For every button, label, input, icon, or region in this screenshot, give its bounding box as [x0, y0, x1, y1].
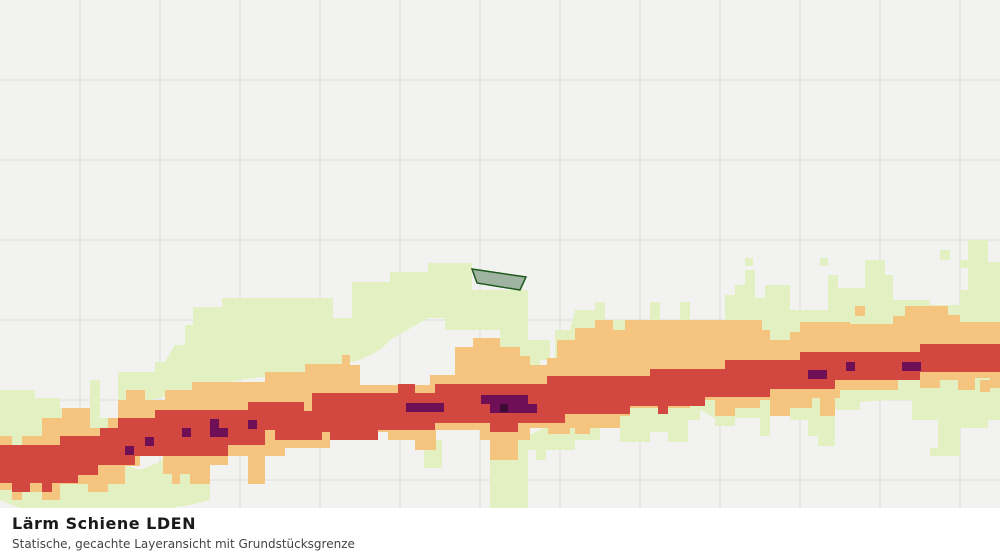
noise-zone-very-high-cell	[182, 428, 191, 437]
noise-zone-very-high-cell	[406, 403, 444, 412]
caption: Lärm Schiene LDEN Statische, gecachte La…	[0, 508, 1000, 560]
noise-zone-very-high-cell	[125, 446, 134, 455]
map-view	[0, 0, 1000, 508]
noise-zone-high-cell	[0, 344, 1000, 492]
noise-zone-very-high-cell	[808, 370, 827, 379]
noise-zone-very-high	[125, 362, 921, 455]
noise-zone-low-cell	[960, 260, 968, 268]
noise-zone-very-high-cell	[902, 362, 921, 371]
noise-zone-very-high-cell	[481, 395, 528, 404]
noise-zone-medium-cell	[855, 306, 865, 316]
noise-zone-very-high-cell	[490, 404, 537, 413]
noise-zone-low-cell	[745, 258, 753, 266]
noise-zone-very-high-cell	[210, 419, 219, 428]
noise-zone-extreme	[500, 404, 508, 412]
noise-zone-medium-cell	[980, 380, 990, 392]
layer-title: Lärm Schiene LDEN	[12, 514, 196, 533]
parcel-boundary[interactable]	[470, 268, 528, 291]
noise-zone-very-high-cell	[846, 362, 855, 371]
noise-zone-low-cell	[820, 258, 828, 266]
noise-zone-very-high-cell	[145, 437, 154, 446]
noise-zone-low-cell	[0, 263, 550, 508]
noise-zone-very-high-cell	[210, 428, 228, 437]
noise-zone-very-high-cell	[248, 420, 257, 429]
layer-subtitle: Statische, gecachte Layeransicht mit Gru…	[12, 537, 355, 551]
noise-zone-high	[0, 344, 1000, 492]
noise-zone-low-cell	[940, 250, 950, 260]
